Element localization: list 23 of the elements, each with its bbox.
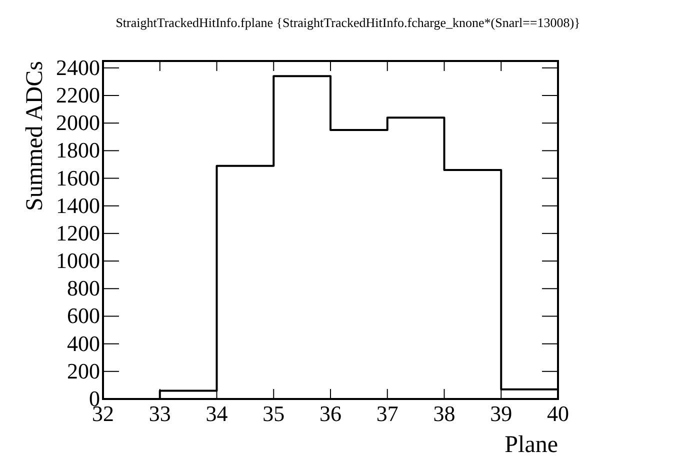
x-axis-title: Plane [504, 432, 558, 458]
y-tick-label: 400 [67, 330, 100, 356]
y-axis-title: Summed ADCs [22, 61, 48, 212]
x-tick-label: 36 [320, 401, 342, 426]
y-tick-label: 1000 [56, 248, 100, 274]
x-tick-label: 33 [148, 401, 171, 426]
y-tick-label: 1800 [56, 138, 100, 163]
x-tick-label: 38 [433, 401, 456, 426]
y-tick-label: 2200 [56, 82, 100, 108]
y-tick-label: 600 [67, 303, 100, 328]
y-tick-label: 2000 [56, 110, 100, 136]
y-tick-label: 2400 [56, 54, 100, 80]
x-tick-label: 35 [262, 401, 285, 426]
y-tick-label: 1400 [56, 192, 100, 218]
x-tick-label: 40 [547, 401, 569, 426]
x-tick-label: 39 [490, 401, 512, 426]
y-tick-label: 800 [67, 276, 100, 301]
y-tick-label: 1600 [56, 165, 100, 190]
chart-title: StraightTrackedHitInfo.fplane {StraightTrackedHitInfo.fcharge_knone*(Snarl==13008)} [116, 15, 580, 30]
y-tick-label: 200 [67, 358, 100, 384]
x-tick-label: 37 [376, 401, 398, 426]
y-tick-label: 1200 [56, 220, 100, 246]
x-tick-label: 34 [206, 401, 228, 426]
